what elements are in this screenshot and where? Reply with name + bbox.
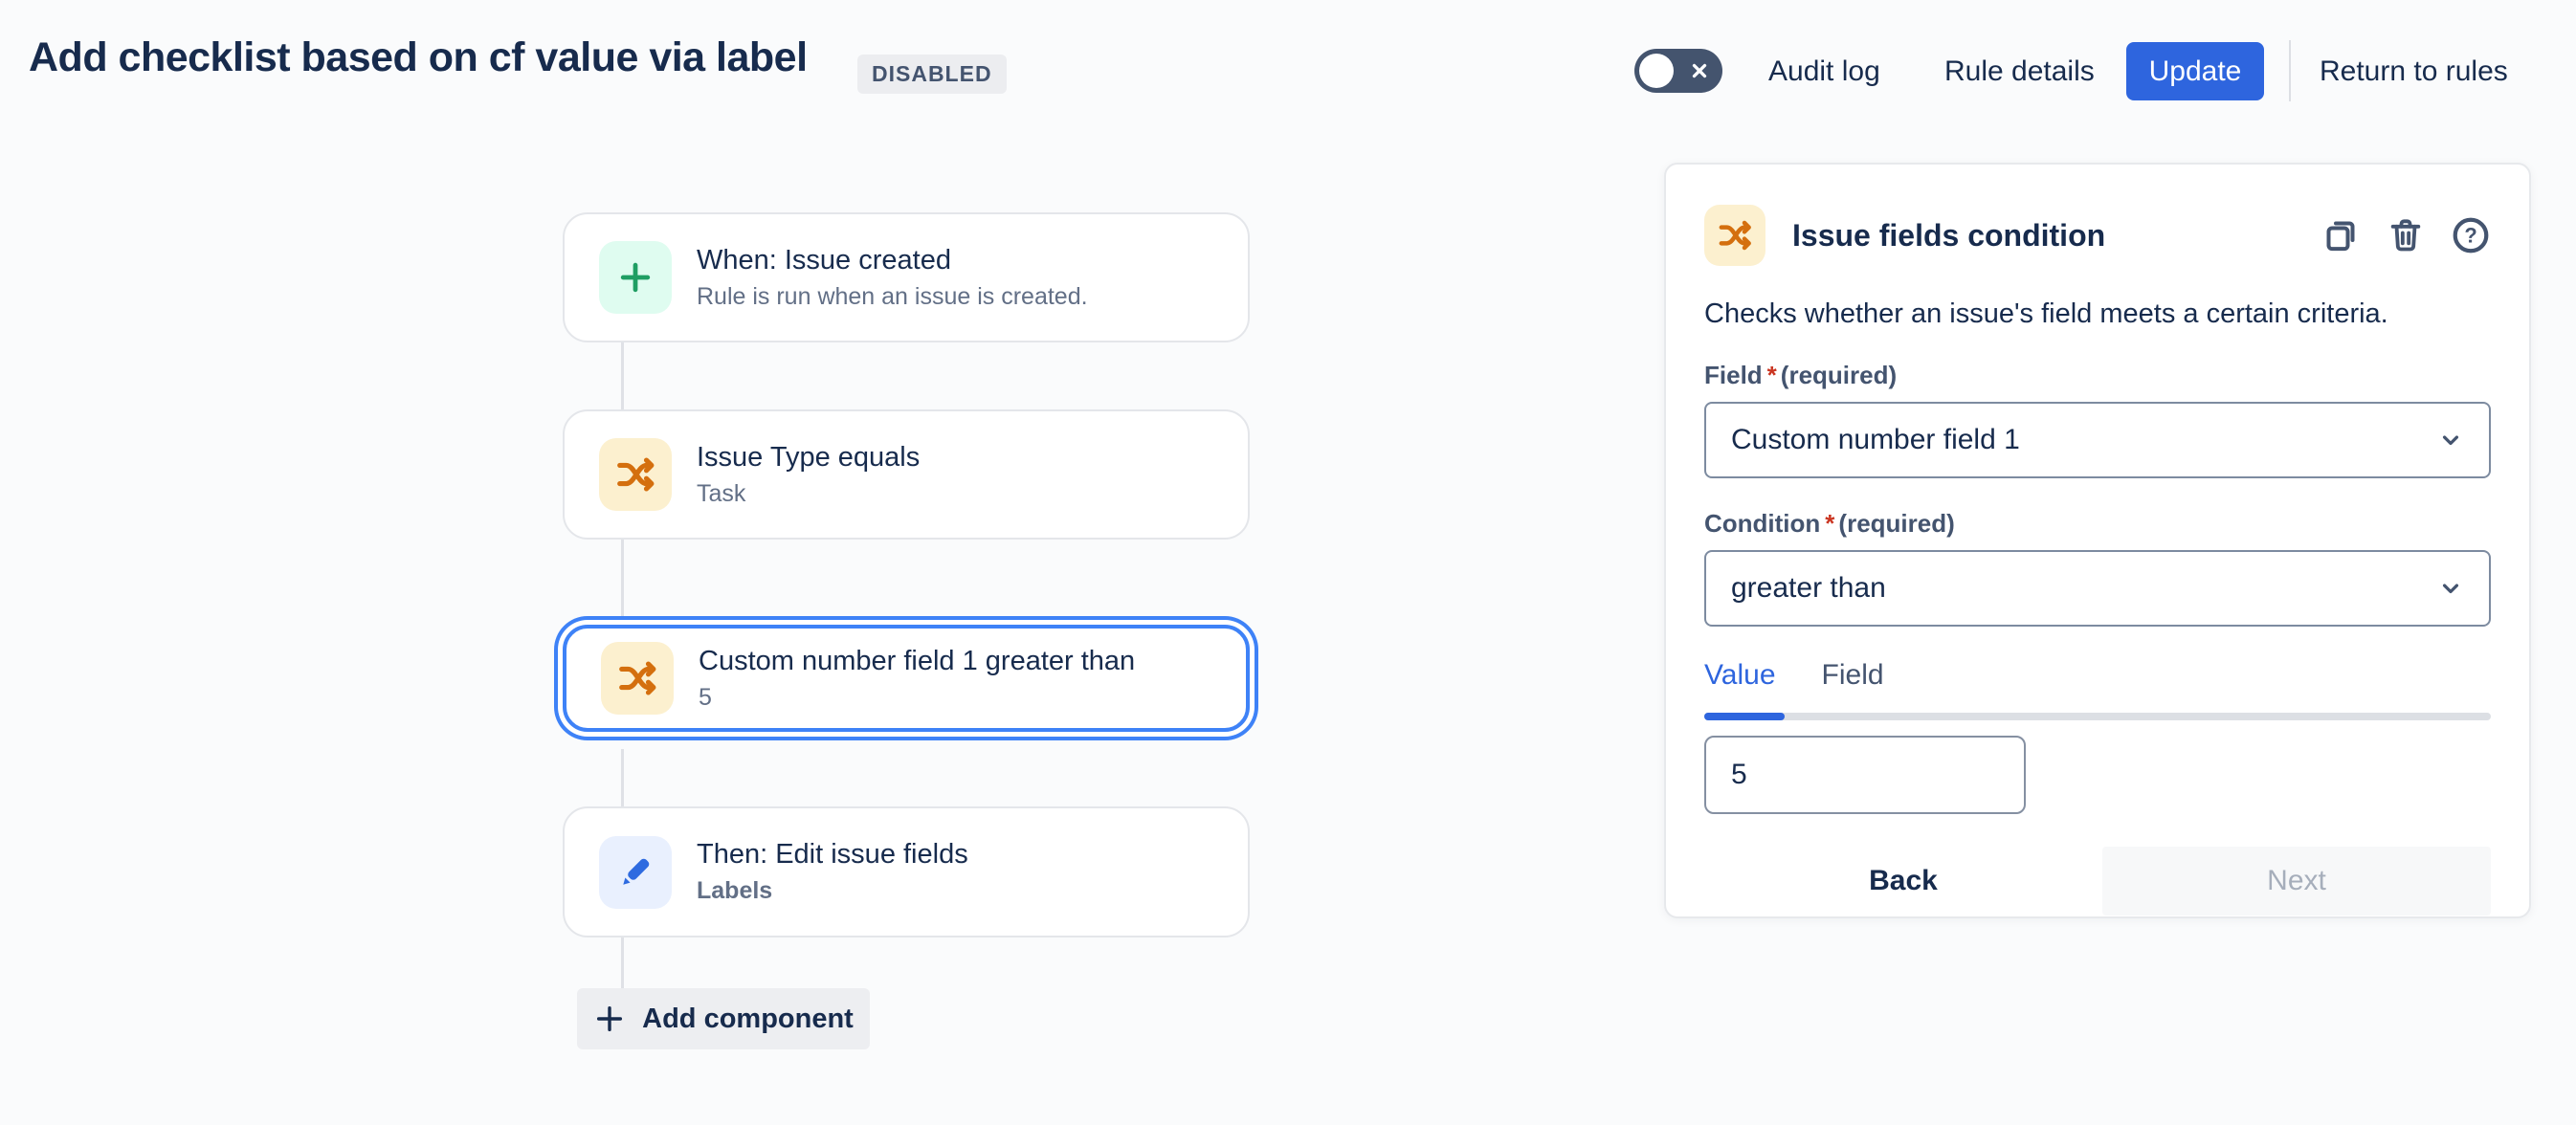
page-title: Add checklist based on cf value via labe… <box>29 34 808 80</box>
chevron-down-icon <box>2442 584 2459 594</box>
value-field-tabs: Value Field <box>1704 659 2491 692</box>
field-select[interactable]: Custom number field 1 <box>1704 402 2491 478</box>
audit-log-link[interactable]: Audit log <box>1768 55 1880 87</box>
next-button[interactable]: Next <box>2102 847 2491 915</box>
active-tab-indicator <box>1704 713 1785 720</box>
value-input[interactable] <box>1704 736 2026 814</box>
branch-condition-icon <box>601 642 674 715</box>
tab-track <box>1704 713 2491 720</box>
status-badge: DISABLED <box>857 55 1007 94</box>
toggle-off-icon <box>1692 63 1707 78</box>
add-component-label: Add component <box>642 1003 854 1034</box>
component-subtitle: 5 <box>699 683 712 711</box>
chevron-down-icon <box>2442 435 2459 446</box>
back-button[interactable]: Back <box>1704 847 2102 915</box>
delete-trash-icon[interactable] <box>2386 215 2426 255</box>
component-title: When: Issue created <box>697 244 951 276</box>
component-config-panel: Issue fields condition <box>1664 163 2531 918</box>
component-card-action[interactable]: Then: Edit issue fields Labels <box>563 806 1250 938</box>
update-button[interactable]: Update <box>2126 42 2264 100</box>
plus-icon <box>597 1005 623 1032</box>
rule-details-link[interactable]: Rule details <box>1944 55 2095 87</box>
toggle-knob <box>1639 54 1674 88</box>
connector-line <box>621 749 624 806</box>
required-asterisk: * <box>1825 509 1835 538</box>
component-card-condition-issue-type[interactable]: Issue Type equals Task <box>563 409 1250 540</box>
branch-condition-icon <box>1704 205 1765 266</box>
header-divider <box>2289 40 2291 101</box>
component-card-trigger[interactable]: When: Issue created Rule is run when an … <box>563 212 1250 342</box>
connector-line <box>621 342 624 409</box>
edit-pencil-icon <box>599 835 672 909</box>
required-asterisk: * <box>1766 361 1777 389</box>
svg-text:?: ? <box>2464 224 2476 248</box>
tab-value[interactable]: Value <box>1704 659 1776 691</box>
duplicate-icon[interactable] <box>2321 215 2361 255</box>
condition-label: Condition * (required) <box>1704 509 1955 538</box>
field-select-value: Custom number field 1 <box>1731 424 2020 455</box>
component-subtitle: Rule is run when an issue is created. <box>697 282 1088 310</box>
component-title: Custom number field 1 greater than <box>699 645 1136 676</box>
component-title: Then: Edit issue fields <box>697 839 968 870</box>
panel-title: Issue fields condition <box>1792 217 2106 253</box>
connector-line <box>621 540 624 616</box>
component-card-condition-selected[interactable]: Custom number field 1 greater than 5 <box>563 625 1250 732</box>
return-to-rules-link[interactable]: Return to rules <box>2320 55 2508 87</box>
panel-description: Checks whether an issue's field meets a … <box>1704 298 2388 329</box>
tab-field[interactable]: Field <box>1821 659 1884 691</box>
field-label: Field * (required) <box>1704 361 1898 389</box>
help-icon[interactable]: ? <box>2451 215 2491 255</box>
condition-select[interactable]: greater than <box>1704 550 2491 627</box>
rule-enabled-toggle[interactable] <box>1634 49 1722 93</box>
add-component-button[interactable]: Add component <box>577 988 870 1049</box>
component-title: Issue Type equals <box>697 441 921 473</box>
add-trigger-icon <box>599 241 672 314</box>
condition-select-value: greater than <box>1731 572 1886 604</box>
branch-condition-icon <box>599 438 672 511</box>
component-subtitle: Task <box>697 479 746 507</box>
connector-line <box>621 938 624 989</box>
component-subtitle: Labels <box>697 877 773 904</box>
